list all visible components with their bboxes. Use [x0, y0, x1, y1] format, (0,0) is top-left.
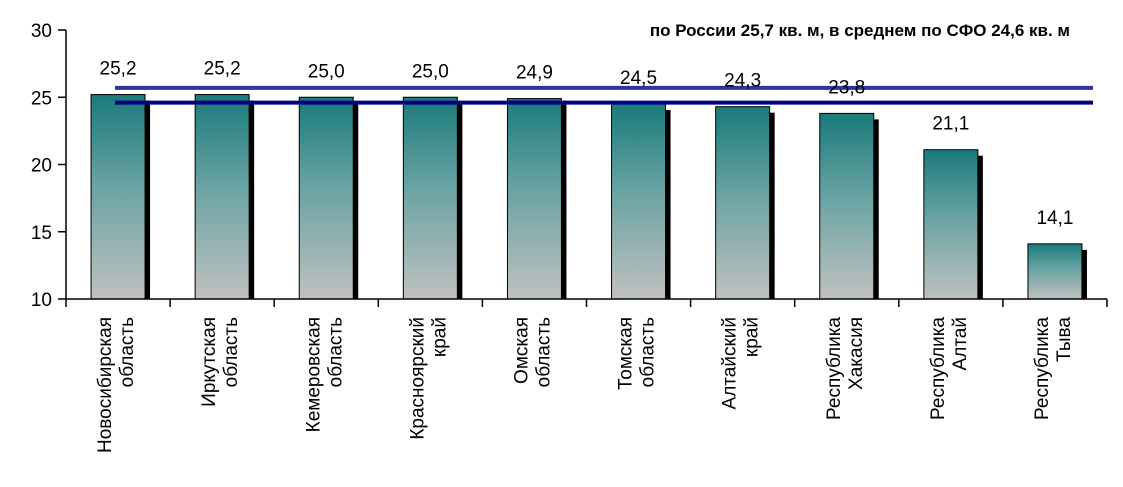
x-category-label: Кемеровскаяобласть [303, 317, 346, 432]
x-category-label: Новосибирскаяобласть [95, 317, 138, 453]
bar-value-label: 14,1 [1036, 208, 1073, 229]
bar-value-label: 24,5 [620, 68, 657, 89]
labels-group: 25,2 25,2 25,0 25,0 24,9 24,5 24,3 23,8 21,1 14,1… [95, 59, 1075, 453]
y-tick-label: 20 [31, 156, 52, 177]
x-category-label: Томскаяобласть [616, 317, 659, 390]
x-category-label: Красноярскийкрай [407, 317, 450, 440]
bar [1027, 243, 1083, 300]
bar-value-label: 21,1 [932, 114, 969, 135]
bar [923, 149, 979, 300]
bar [402, 96, 458, 300]
bar-value-label: 25,2 [204, 59, 241, 80]
y-tick-label: 10 [31, 290, 52, 311]
x-category-label: РеспубликаХакасия [824, 317, 867, 420]
x-category-label: РеспубликаТыва [1032, 317, 1075, 420]
bar-value-label: 24,9 [516, 63, 553, 84]
bar [506, 98, 562, 300]
x-category-label: Омскаяобласть [511, 317, 554, 387]
bar [90, 94, 146, 300]
y-tick-label: 30 [31, 21, 52, 42]
bar-value-label: 24,3 [724, 71, 761, 92]
axes-group: 10 15 20 25 30 [31, 21, 1108, 311]
bar [611, 103, 667, 300]
y-tick-label: 15 [31, 223, 52, 244]
bar [819, 112, 875, 300]
x-category-label: Иркутскаяобласть [199, 317, 242, 407]
x-category-label: Алтайскийкрай [720, 317, 763, 409]
reference-lines-group [115, 85, 1093, 105]
bar [298, 96, 354, 300]
y-tick-label: 25 [31, 88, 52, 109]
bar-value-label: 23,8 [828, 77, 865, 98]
bar-value-label: 25,0 [308, 61, 345, 82]
x-category-label: РеспубликаАлтай [928, 317, 971, 420]
bars-group [90, 94, 1087, 300]
bar-value-label: 25,2 [100, 59, 137, 80]
bar-value-label: 25,0 [412, 61, 449, 82]
bar [715, 106, 771, 300]
bar [194, 94, 250, 300]
chart-annotation: по России 25,7 кв. м, в среднем по СФО 2… [650, 21, 1070, 40]
